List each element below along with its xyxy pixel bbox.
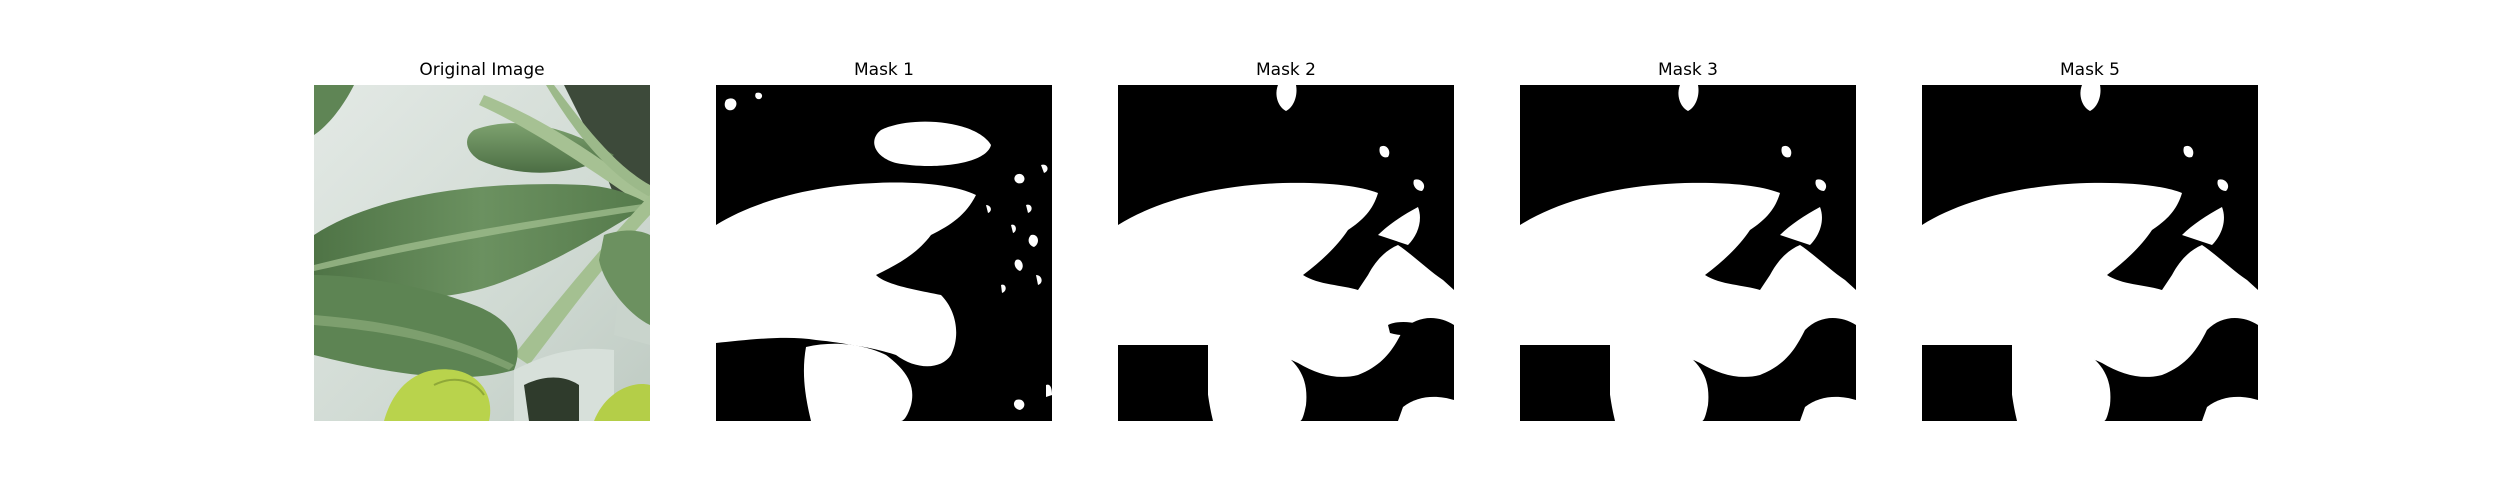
panel-title: Original Image <box>419 60 545 80</box>
panel-title: Mask 1 <box>853 60 914 80</box>
panel-title: Mask 5 <box>2059 60 2120 80</box>
mask-image <box>1922 85 2258 421</box>
mask-image <box>1118 85 1454 421</box>
panel-title: Mask 2 <box>1255 60 1316 80</box>
mask-image <box>716 85 1052 421</box>
panel-title: Mask 3 <box>1657 60 1718 80</box>
mask-image <box>1520 85 1856 421</box>
original-photo <box>314 85 650 421</box>
